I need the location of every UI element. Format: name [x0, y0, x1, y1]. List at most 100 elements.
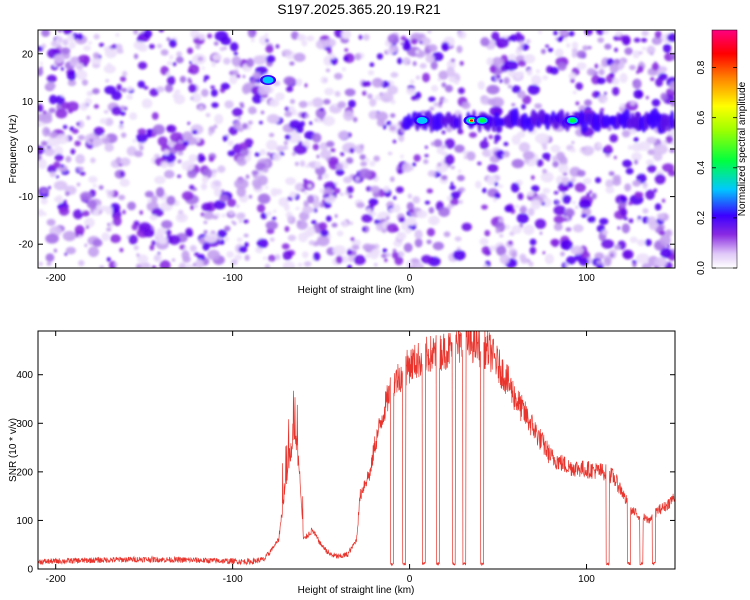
- spectral-blob: [219, 194, 229, 203]
- spectral-blob: [113, 263, 118, 267]
- spectral-blob: [283, 203, 290, 211]
- chart-title: S197.2025.365.20.19.R21: [277, 1, 441, 17]
- spectral-blob: [658, 230, 666, 236]
- spectral-blob: [581, 213, 587, 218]
- spectral-blob: [559, 155, 568, 166]
- spectral-blob: [68, 41, 76, 50]
- spectral-blob: [166, 195, 176, 206]
- spectral-blob: [137, 61, 148, 70]
- spectral-blob: [247, 120, 253, 125]
- spectral-blob: [300, 188, 306, 192]
- spectral-blob: [366, 208, 372, 214]
- spectral-blob: [92, 209, 100, 216]
- spectral-blob: [153, 253, 162, 263]
- spectral-blob: [356, 202, 365, 209]
- spectral-blob: [430, 61, 438, 70]
- spectrogram-x-label: Height of straight line (km): [298, 285, 415, 296]
- y-tick-label: 200: [16, 467, 33, 478]
- spectral-blob: [238, 246, 248, 253]
- spectral-blob: [494, 181, 499, 187]
- spectral-blob: [75, 154, 86, 165]
- spectral-blob: [265, 220, 278, 230]
- spectral-blob: [477, 161, 482, 166]
- spectral-blob: [415, 75, 420, 80]
- spectral-blob: [369, 98, 377, 107]
- spectral-blob: [498, 184, 504, 189]
- spectral-blob: [350, 237, 355, 242]
- spectral-blob: [48, 107, 56, 114]
- spectral-blob: [609, 62, 619, 74]
- spectral-blob: [201, 175, 209, 184]
- spectral-blob: [568, 72, 577, 80]
- spectral-blob: [553, 215, 565, 224]
- spectral-blob: [253, 55, 267, 65]
- spectral-blob: [450, 165, 455, 170]
- spectral-blob: [570, 177, 576, 183]
- spectral-blob: [121, 87, 128, 93]
- spectral-blob: [386, 213, 391, 218]
- spectral-blob: [120, 121, 124, 125]
- spectral-blob: [111, 106, 123, 116]
- spectral-blob: [101, 134, 107, 139]
- spectral-blob: [526, 191, 535, 197]
- spectral-blob: [60, 164, 65, 168]
- spectral-blob: [126, 86, 133, 92]
- spectral-blob: [531, 74, 542, 86]
- spectral-blob: [231, 220, 235, 224]
- spectral-blob: [55, 175, 59, 179]
- spectral-blob: [553, 222, 563, 231]
- spectral-blob: [127, 201, 136, 211]
- spectral-blob: [440, 174, 448, 181]
- spectral-blob: [92, 88, 100, 95]
- spectral-blob: [222, 135, 228, 142]
- spectral-blob: [334, 214, 338, 218]
- spectral-blob: [632, 262, 637, 268]
- spectral-blob: [433, 102, 440, 107]
- spectral-blob: [567, 181, 574, 189]
- spectral-blob: [376, 53, 384, 60]
- spectral-blob: [166, 60, 173, 66]
- spectral-blob: [325, 68, 331, 73]
- spectral-blob: [540, 48, 546, 55]
- spectral-blob: [182, 131, 193, 142]
- x-tick-label: 100: [578, 273, 595, 284]
- spectral-blob: [213, 124, 218, 129]
- spectral-blob: [308, 240, 315, 246]
- spectral-blob: [510, 182, 520, 193]
- spectral-blob: [101, 232, 110, 241]
- spectral-blob: [289, 191, 297, 199]
- spectral-blob: [612, 77, 620, 85]
- spectral-blob: [587, 215, 596, 223]
- x-tick-label: -200: [46, 273, 66, 284]
- spectral-blob: [65, 246, 76, 255]
- spectral-blob: [634, 159, 639, 165]
- spectral-blob: [99, 265, 105, 268]
- spectral-blob: [570, 148, 576, 153]
- spectral-blob: [392, 226, 400, 233]
- spectral-blob: [527, 207, 535, 217]
- spectral-blob: [195, 259, 204, 268]
- spectral-blob: [39, 61, 43, 66]
- spectral-blob: [369, 211, 377, 217]
- spectral-blob: [494, 134, 501, 142]
- spectral-blob: [494, 192, 501, 199]
- spectral-blob: [223, 46, 227, 50]
- spectral-blob: [54, 154, 64, 162]
- spectral-blob: [122, 209, 126, 215]
- spectral-blob: [61, 93, 64, 98]
- spectral-blob: [348, 194, 353, 198]
- spectral-blob: [558, 30, 569, 37]
- spectral-blob: [233, 51, 239, 56]
- spectral-blob: [74, 140, 81, 147]
- spectral-blob: [632, 180, 641, 187]
- spectral-blob: [592, 92, 596, 97]
- spectral-blob: [336, 230, 344, 237]
- spectral-blob: [243, 219, 249, 224]
- spectral-blob: [426, 239, 432, 245]
- spectral-blob: [468, 132, 478, 138]
- spectral-blob: [534, 218, 547, 230]
- spectral-blob: [575, 101, 580, 106]
- spectral-blob: [444, 138, 456, 149]
- spectral-blob: [70, 148, 76, 155]
- spectral-blob: [137, 80, 146, 89]
